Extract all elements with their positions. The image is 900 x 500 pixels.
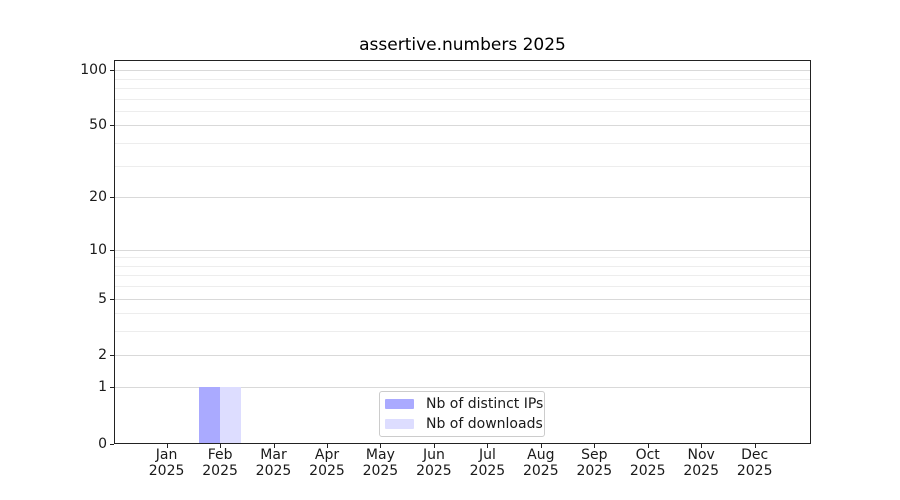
- legend-label: Nb of downloads: [426, 416, 543, 432]
- major-gridline: [115, 354, 810, 356]
- x-tick-label: Aug 2025: [509, 447, 573, 479]
- x-tick-year: 2025: [202, 463, 238, 479]
- y-tick-mark: [110, 387, 114, 389]
- y-tick-label: 5: [98, 290, 107, 307]
- x-tick-year: 2025: [148, 463, 185, 479]
- x-tick-month: Mar: [260, 447, 287, 463]
- y-tick-mark: [110, 354, 114, 356]
- x-tick-year: 2025: [469, 463, 506, 479]
- x-tick-mark: [220, 444, 222, 448]
- x-tick-label: Jan 2025: [135, 447, 199, 479]
- minor-gridline: [115, 286, 810, 288]
- legend-item-distinct-ips: Nb of distinct IPs: [380, 395, 544, 413]
- x-tick-mark: [433, 444, 435, 448]
- x-tick-label: Oct 2025: [616, 447, 680, 479]
- plot-area: [114, 60, 811, 444]
- x-tick-mark: [701, 444, 703, 448]
- x-tick-label: Dec 2025: [723, 447, 787, 479]
- legend: Nb of distinct IPs Nb of downloads: [379, 391, 545, 437]
- major-gridline: [115, 70, 810, 72]
- x-tick-label: May 2025: [348, 447, 412, 479]
- x-tick-year: 2025: [522, 463, 559, 479]
- x-tick-month: Feb: [207, 447, 233, 463]
- y-tick-mark: [110, 70, 114, 72]
- x-tick-month: Aug: [527, 447, 555, 463]
- x-tick-mark: [540, 444, 542, 448]
- x-tick-year: 2025: [576, 463, 613, 479]
- y-tick-label: 10: [89, 241, 107, 258]
- x-tick-mark: [647, 444, 649, 448]
- minor-gridline: [115, 165, 810, 167]
- x-tick-year: 2025: [309, 463, 345, 479]
- x-tick-mark: [594, 444, 596, 448]
- y-tick-label: 1: [98, 379, 107, 396]
- y-tick-mark: [110, 443, 114, 445]
- x-tick-mark: [166, 444, 168, 448]
- x-tick-year: 2025: [255, 463, 292, 479]
- x-tick-year: 2025: [683, 463, 719, 479]
- x-tick-month: Sep: [581, 447, 608, 463]
- x-tick-label: Nov 2025: [669, 447, 733, 479]
- y-tick-mark: [110, 125, 114, 127]
- y-tick-label: 100: [80, 62, 107, 79]
- x-tick-month: Dec: [741, 447, 769, 463]
- x-tick-month: Jul: [478, 447, 496, 463]
- x-tick-mark: [487, 444, 489, 448]
- x-tick-mark: [754, 444, 756, 448]
- major-gridline: [115, 387, 810, 389]
- minor-gridline: [115, 275, 810, 277]
- x-tick-year: 2025: [629, 463, 666, 479]
- minor-gridline: [115, 331, 810, 333]
- major-gridline: [115, 249, 810, 251]
- bar-nb-of-downloads: [220, 387, 242, 444]
- minor-gridline: [115, 257, 810, 259]
- x-tick-label: Mar 2025: [242, 447, 306, 479]
- major-gridline: [115, 298, 810, 300]
- x-tick-mark: [273, 444, 275, 448]
- bar-nb-of-distinct-ips: [198, 387, 221, 444]
- minor-gridline: [115, 313, 810, 315]
- x-tick-month: Oct: [635, 447, 660, 463]
- x-tick-year: 2025: [416, 463, 452, 479]
- x-tick-label: Jun 2025: [402, 447, 466, 479]
- minor-gridline: [115, 87, 810, 89]
- x-tick-year: 2025: [736, 463, 773, 479]
- x-tick-label: Jul 2025: [455, 447, 519, 479]
- x-tick-label: Feb 2025: [188, 447, 252, 479]
- x-tick-month: Jun: [422, 447, 445, 463]
- x-tick-mark: [380, 444, 382, 448]
- minor-gridline: [115, 78, 810, 80]
- y-tick-label: 20: [89, 189, 107, 206]
- y-tick-label: 50: [89, 117, 107, 134]
- chart-title: assertive.numbers 2025: [359, 35, 566, 55]
- y-tick-mark: [110, 249, 114, 251]
- x-tick-month: Jan: [155, 447, 178, 463]
- legend-swatch: [385, 399, 414, 409]
- minor-gridline: [115, 110, 810, 112]
- major-gridline: [115, 197, 810, 199]
- x-tick-label: Sep 2025: [562, 447, 626, 479]
- minor-gridline: [115, 98, 810, 100]
- x-tick-month: Apr: [314, 447, 340, 463]
- minor-gridline: [115, 143, 810, 144]
- major-gridline: [115, 125, 810, 127]
- legend-label: Nb of distinct IPs: [426, 396, 544, 412]
- y-tick-mark: [110, 298, 114, 300]
- x-tick-label: Apr 2025: [295, 447, 359, 479]
- y-tick-mark: [110, 197, 114, 199]
- y-tick-label: 2: [98, 346, 107, 363]
- x-tick-month: May: [365, 447, 395, 463]
- x-tick-year: 2025: [362, 463, 399, 479]
- x-tick-mark: [327, 444, 328, 448]
- minor-gridline: [115, 265, 810, 267]
- y-tick-label: 0: [98, 435, 107, 452]
- legend-swatch: [385, 419, 414, 429]
- x-tick-month: Nov: [687, 447, 715, 463]
- legend-item-downloads: Nb of downloads: [380, 415, 544, 433]
